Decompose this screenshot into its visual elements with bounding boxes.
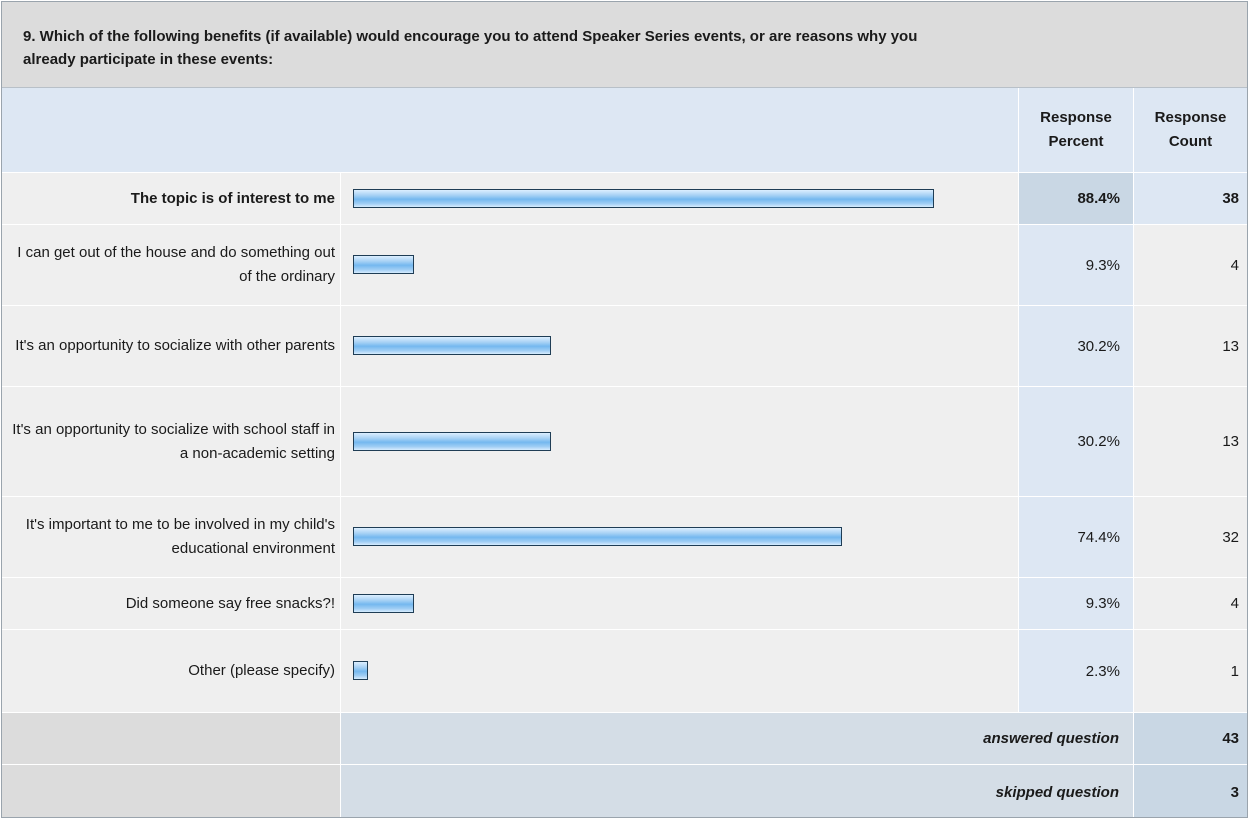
response-row: Did someone say free snacks?! 9.3% 4: [2, 577, 1247, 629]
response-count-value: 13: [1133, 306, 1247, 386]
response-count-value: 4: [1133, 225, 1247, 305]
response-row: It's an opportunity to socialize with ot…: [2, 305, 1247, 386]
response-bar: [353, 661, 368, 680]
response-bar: [353, 188, 934, 208]
response-bar: [353, 431, 551, 451]
question-header: 9. Which of the following benefits (if a…: [2, 2, 1247, 88]
bar-cell: [340, 630, 1018, 712]
answer-option-label: It's an opportunity to socialize with ot…: [15, 337, 335, 354]
skipped-question-label: skipped question: [340, 765, 1133, 817]
skipped-question-spacer: [2, 765, 340, 817]
response-percent-value: 2.3%: [1018, 630, 1133, 712]
response-row: The topic is of interest to me 88.4% 38: [2, 172, 1247, 224]
response-bar: [353, 527, 842, 546]
response-percent-header-line2: Percent: [1048, 133, 1104, 150]
response-row: It's an opportunity to socialize with sc…: [2, 386, 1247, 496]
response-row: I can get out of the house and do someth…: [2, 224, 1247, 305]
response-bar: [353, 593, 414, 613]
response-count-value: 13: [1133, 387, 1247, 496]
answer-option-label: The topic is of interest to me: [130, 189, 335, 207]
response-row: Other (please specify) 2.3% 1: [2, 629, 1247, 712]
answered-question-label: answered question: [340, 713, 1133, 764]
response-count-value: 4: [1133, 578, 1247, 629]
question-title: 9. Which of the following benefits (if a…: [23, 28, 918, 68]
response-count-value: 38: [1133, 173, 1247, 224]
skipped-question-row: skipped question 3: [2, 764, 1247, 817]
answered-question-spacer: [2, 713, 340, 764]
bar-cell: [340, 306, 1018, 386]
response-percent-value: 74.4%: [1018, 497, 1133, 577]
column-header-row: Response Percent Response Count: [2, 88, 1247, 172]
response-count-header-line2: Count: [1168, 133, 1213, 150]
response-count-value: 1: [1133, 630, 1247, 712]
response-bar: [353, 255, 414, 274]
response-count-header-line1: Response: [1154, 109, 1227, 126]
answer-option-label: It's an opportunity to socialize with sc…: [12, 420, 335, 462]
response-percent-value: 9.3%: [1018, 225, 1133, 305]
bar-cell: [340, 173, 1018, 224]
response-percent-value: 9.3%: [1018, 578, 1133, 629]
response-percent-value: 30.2%: [1018, 387, 1133, 496]
bar-cell: [340, 497, 1018, 577]
response-bar: [353, 336, 551, 355]
response-count-header: Response Count: [1133, 88, 1247, 172]
bar-cell: [340, 225, 1018, 305]
answered-question-row: answered question 43: [2, 712, 1247, 764]
bar-cell: [340, 578, 1018, 629]
answer-option-label: Other (please specify): [188, 662, 335, 679]
response-count-value: 32: [1133, 497, 1247, 577]
answer-option-label: It's important to me to be involved in m…: [25, 516, 335, 557]
response-row: It's important to me to be involved in m…: [2, 496, 1247, 577]
bar-cell: [340, 387, 1018, 496]
answer-option-label: Did someone say free snacks?!: [125, 594, 335, 612]
response-percent-header-line1: Response: [1040, 109, 1112, 126]
skipped-question-count: 3: [1133, 765, 1247, 817]
response-percent-value: 30.2%: [1018, 306, 1133, 386]
answer-option-label: I can get out of the house and do someth…: [17, 244, 335, 285]
response-percent-header: Response Percent: [1018, 88, 1133, 172]
answered-question-count: 43: [1133, 713, 1247, 764]
response-percent-value: 88.4%: [1018, 173, 1133, 224]
